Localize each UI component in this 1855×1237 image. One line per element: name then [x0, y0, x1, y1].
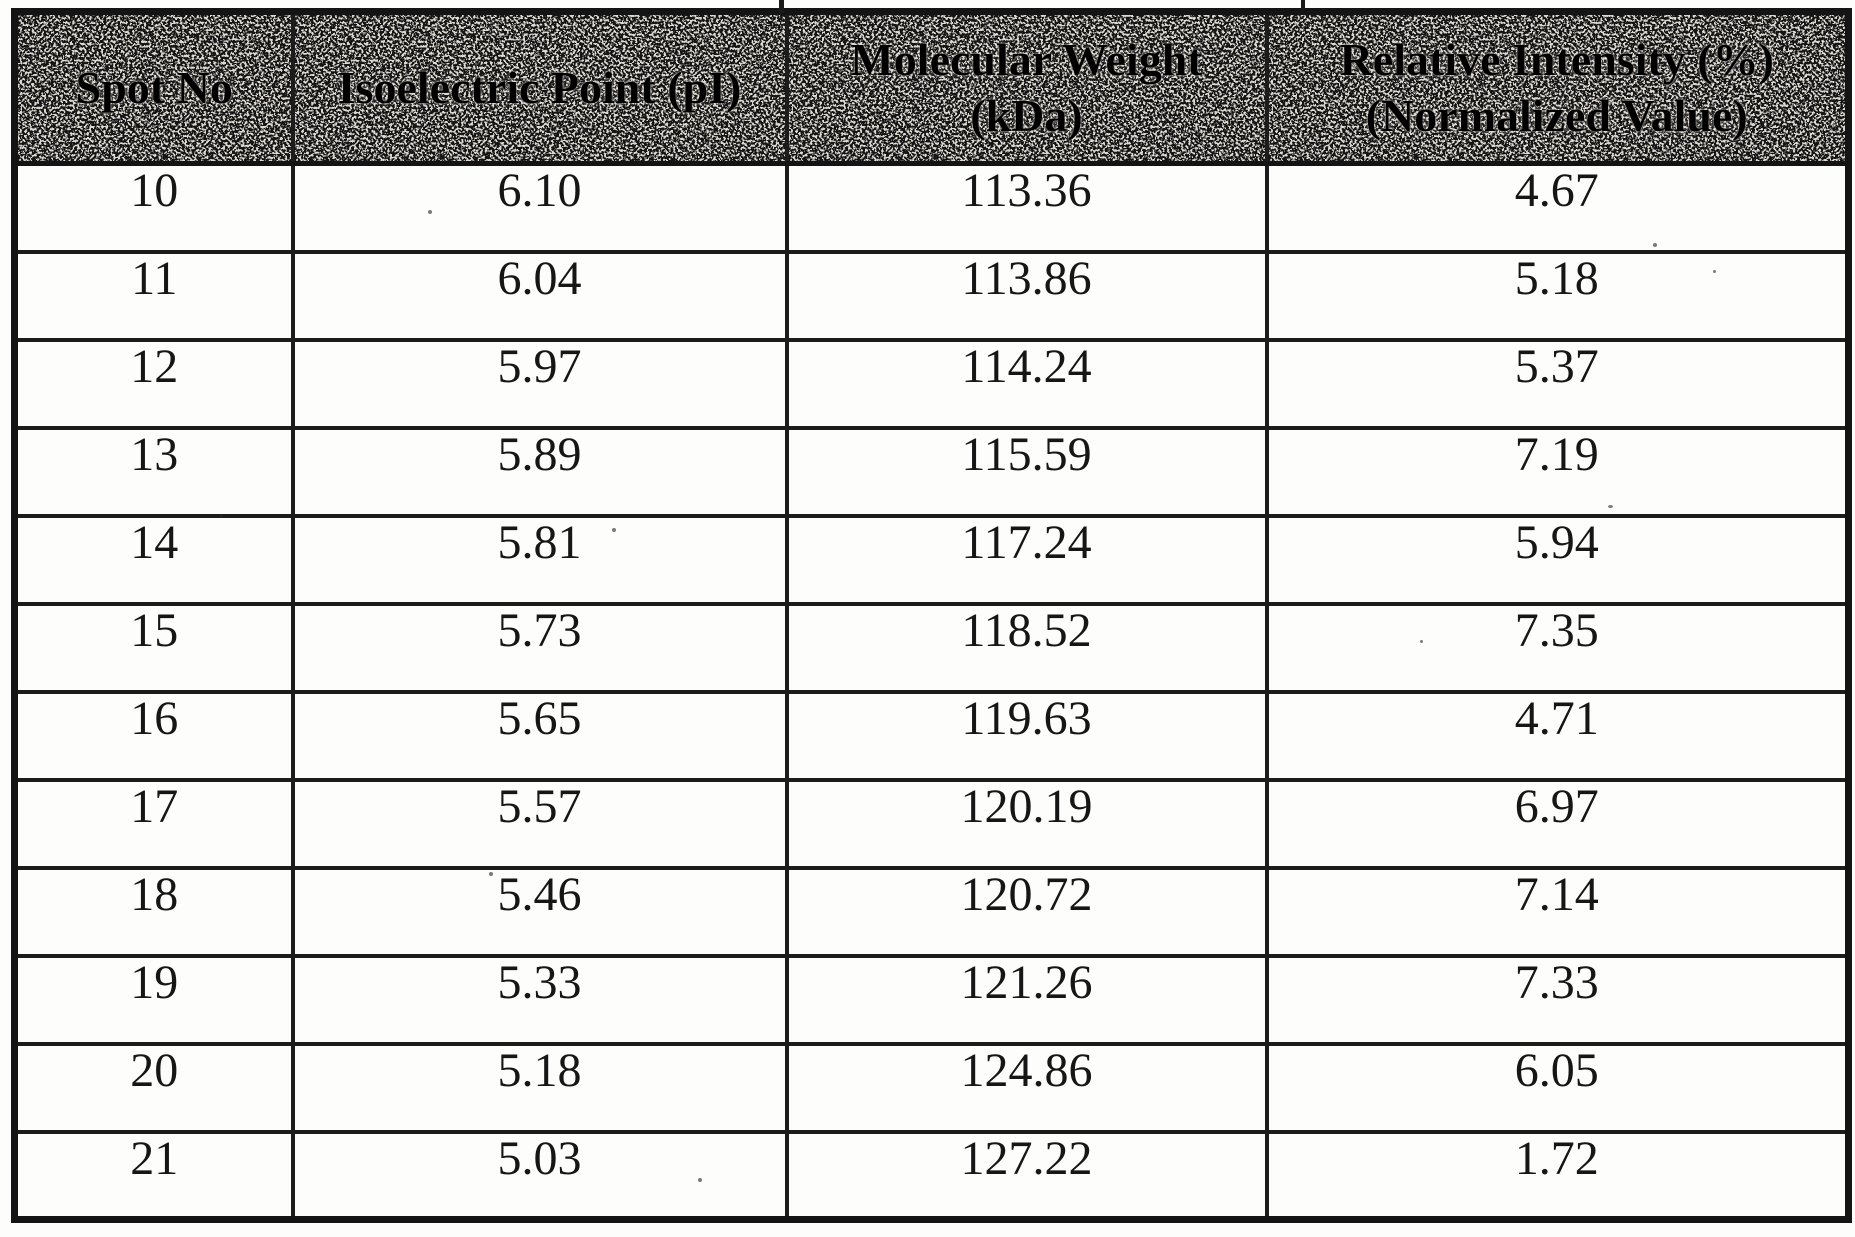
mw-cell: 120.19: [784, 777, 1269, 870]
mw-cell: 120.72: [784, 865, 1269, 958]
pi-cell: 6.10: [290, 161, 789, 254]
intensity-cell: 4.71: [1264, 689, 1851, 782]
spot-no-cell: 14: [12, 513, 295, 606]
mw-cell: 127.22: [784, 1129, 1269, 1222]
pi-cell: 5.81: [290, 513, 789, 606]
header-label: Molecular Weight: [850, 33, 1203, 85]
table-row: 17 5.57 120.19 6.97: [12, 777, 1851, 870]
halftone-texture: [790, 15, 1263, 159]
intensity-cell: 6.97: [1264, 777, 1851, 870]
spot-no-cell: 10: [12, 161, 295, 254]
mw-cell: 114.24: [784, 337, 1269, 430]
header-row: Spot No Isoelectric Point (pI) Molecular…: [12, 9, 1851, 166]
scan-speckle: [1009, 200, 1012, 203]
header-isoelectric-point: Isoelectric Point (pI): [290, 9, 789, 166]
mw-cell: 118.52: [784, 601, 1269, 694]
header-label: Spot No: [75, 61, 233, 113]
mw-cell: 113.86: [784, 249, 1269, 342]
pi-cell: 5.73: [290, 601, 789, 694]
table-row: 15 5.73 118.52 7.35: [12, 601, 1851, 694]
spot-no-cell: 12: [12, 337, 295, 430]
scan-speckle: [428, 210, 432, 214]
table-row: 13 5.89 115.59 7.19: [12, 425, 1851, 518]
spot-no-cell: 17: [12, 777, 295, 870]
pi-cell: 5.18: [290, 1041, 789, 1134]
table-row: 14 5.81 117.24 5.94: [12, 513, 1851, 606]
pi-cell: 5.97: [290, 337, 789, 430]
scan-speckle: [489, 872, 493, 876]
intensity-cell: 7.35: [1264, 601, 1851, 694]
spot-no-cell: 11: [12, 249, 295, 342]
intensity-cell: 7.14: [1264, 865, 1851, 958]
mw-cell: 121.26: [784, 953, 1269, 1046]
mw-cell: 117.24: [784, 513, 1269, 606]
header-spot-no: Spot No: [12, 9, 295, 166]
protein-spot-table: Spot No Isoelectric Point (pI) Molecular…: [11, 8, 1852, 1223]
table-row: 11 6.04 113.86 5.18: [12, 249, 1851, 342]
table-row: 18 5.46 120.72 7.14: [12, 865, 1851, 958]
header-relative-intensity: Relative Intensity (%) (Normalized Value…: [1264, 9, 1851, 166]
header-label: Isoelectric Point (pI): [337, 61, 742, 113]
pi-cell: 5.57: [290, 777, 789, 870]
halftone-texture: [18, 15, 289, 159]
mw-cell: 113.36: [784, 161, 1269, 254]
halftone-texture: [1270, 15, 1845, 159]
header-label: Relative Intensity (%): [1339, 33, 1774, 85]
scan-speckle: [1713, 270, 1716, 273]
pi-cell: 5.46: [290, 865, 789, 958]
pi-cell: 5.65: [290, 689, 789, 782]
scan-speckle: [219, 514, 223, 518]
pi-cell: 5.89: [290, 425, 789, 518]
intensity-cell: 4.67: [1264, 161, 1851, 254]
scan-speckle: [698, 1178, 702, 1182]
header-molecular-weight: Molecular Weight (kDa): [784, 9, 1269, 166]
table-row: 19 5.33 121.26 7.33: [12, 953, 1851, 1046]
intensity-cell: 7.33: [1264, 953, 1851, 1046]
spot-no-cell: 15: [12, 601, 295, 694]
intensity-cell: 6.05: [1264, 1041, 1851, 1134]
spot-no-cell: 20: [12, 1041, 295, 1134]
spot-no-cell: 13: [12, 425, 295, 518]
pi-cell: 5.03: [290, 1129, 789, 1222]
intensity-cell: 5.18: [1264, 249, 1851, 342]
halftone-texture: [296, 15, 783, 159]
scan-speckle: [612, 528, 616, 532]
table-row: 10 6.10 113.36 4.67: [12, 161, 1851, 254]
header-label-line2: (kDa): [970, 90, 1083, 141]
spot-no-cell: 16: [12, 689, 295, 782]
intensity-cell: 7.19: [1264, 425, 1851, 518]
mw-cell: 115.59: [784, 425, 1269, 518]
intensity-cell: 5.94: [1264, 513, 1851, 606]
header-label-line2: (Normalized Value): [1365, 90, 1748, 141]
mw-cell: 124.86: [784, 1041, 1269, 1134]
scan-speckle: [1653, 243, 1657, 247]
scan-speckle: [1420, 640, 1423, 643]
table-header: Spot No Isoelectric Point (pI) Molecular…: [12, 9, 1851, 166]
table-row: 21 5.03 127.22 1.72: [12, 1129, 1851, 1222]
spot-no-cell: 19: [12, 953, 295, 1046]
table-body: 10 6.10 113.36 4.67 11 6.04 113.86 5.18 …: [12, 161, 1851, 1222]
spot-no-cell: 18: [12, 865, 295, 958]
scan-artifact-tick: [779, 0, 784, 13]
mw-cell: 119.63: [784, 689, 1269, 782]
scan-speckle: [1608, 505, 1613, 508]
table-row: 12 5.97 114.24 5.37: [12, 337, 1851, 430]
spot-no-cell: 21: [12, 1129, 295, 1222]
table-row: 16 5.65 119.63 4.71: [12, 689, 1851, 782]
pi-cell: 6.04: [290, 249, 789, 342]
intensity-cell: 1.72: [1264, 1129, 1851, 1222]
scan-artifact-tick: [1301, 0, 1305, 10]
pi-cell: 5.33: [290, 953, 789, 1046]
intensity-cell: 5.37: [1264, 337, 1851, 430]
table-row: 20 5.18 124.86 6.05: [12, 1041, 1851, 1134]
